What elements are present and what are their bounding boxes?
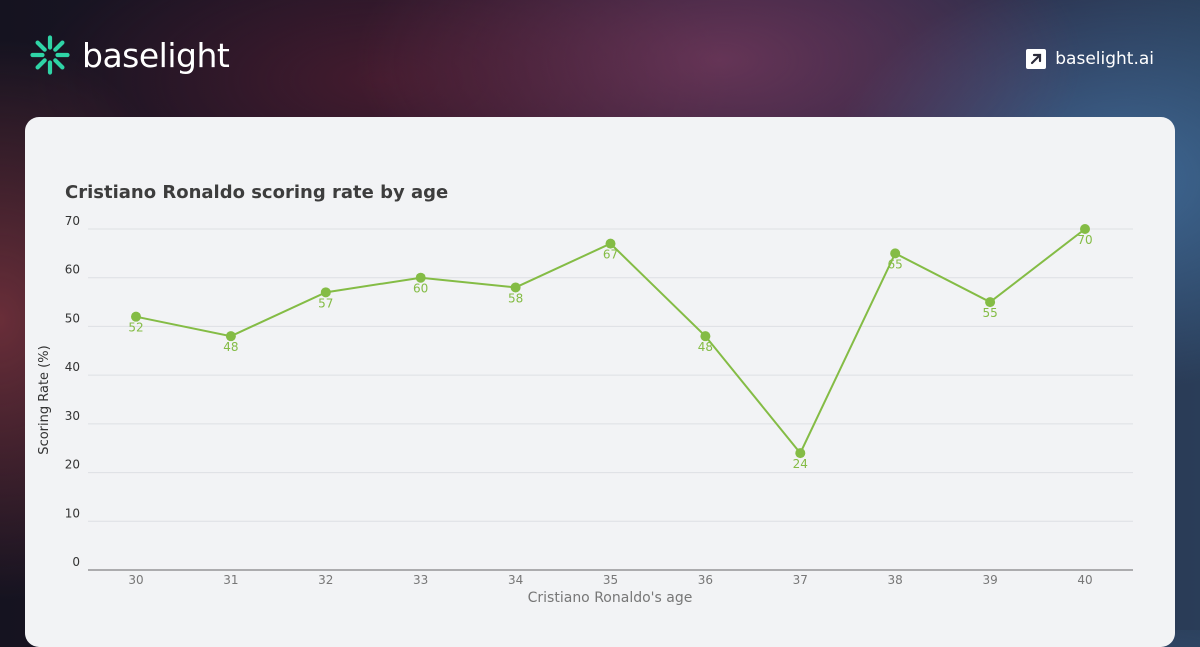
x-tick-label: 39	[982, 573, 997, 587]
data-label: 55	[982, 306, 997, 320]
x-tick-label: 38	[888, 573, 903, 587]
data-point	[605, 238, 616, 249]
x-tick-label: 32	[318, 573, 333, 587]
data-points	[131, 224, 1090, 459]
data-label: 24	[793, 457, 808, 471]
x-tick-label: 34	[508, 573, 523, 587]
y-tick-label: 20	[65, 458, 80, 472]
data-label: 57	[318, 296, 333, 310]
external-link-arrow-icon	[1026, 49, 1047, 69]
y-tick-label: 40	[65, 360, 80, 374]
x-tick-label: 36	[698, 573, 713, 587]
y-axis-ticks: 0 10 20 30 40 50 60 70	[65, 214, 80, 569]
gridlines	[88, 228, 1133, 522]
series-line	[135, 228, 1086, 455]
data-label: 67	[603, 248, 618, 262]
y-axis-label: Scoring Rate (%)	[37, 345, 52, 454]
y-tick-label: 60	[65, 263, 80, 277]
data-point	[415, 272, 426, 283]
x-tick-label: 40	[1077, 573, 1092, 587]
y-tick-label: 0	[72, 555, 80, 569]
data-label: 48	[698, 340, 713, 354]
data-labels: 52 48 57 60 58 67 48 24 65 55 70	[128, 233, 1092, 471]
data-label: 70	[1077, 233, 1092, 247]
x-tick-label: 33	[413, 573, 428, 587]
data-point	[510, 282, 521, 293]
y-tick-label: 10	[65, 506, 80, 520]
data-label: 58	[508, 291, 523, 305]
data-point	[131, 311, 141, 322]
data-label: 52	[128, 321, 143, 335]
x-tick-label: 35	[603, 573, 618, 587]
chart-title: Cristiano Ronaldo scoring rate by age	[65, 182, 448, 203]
data-point	[700, 331, 711, 342]
data-label: 65	[888, 257, 903, 271]
brand: baselight	[30, 34, 230, 76]
data-point	[1080, 224, 1090, 234]
y-tick-label: 30	[65, 409, 80, 423]
data-point	[985, 297, 996, 308]
data-label: 60	[413, 282, 428, 296]
x-tick-label: 31	[223, 573, 238, 587]
data-point	[320, 287, 331, 298]
y-tick-label: 50	[65, 311, 80, 325]
data-point	[225, 331, 236, 342]
data-point	[890, 248, 901, 259]
site-link-label: baselight.ai	[1055, 49, 1154, 69]
data-point	[795, 448, 806, 459]
x-axis-label: Cristiano Ronaldo's age	[528, 590, 693, 606]
line-chart: Cristiano Ronaldo scoring rate by age 0 1…	[37, 182, 1133, 606]
brand-name: baselight	[82, 35, 230, 75]
data-label: 48	[223, 340, 238, 354]
chart-card: Cristiano Ronaldo scoring rate by age 0 1…	[25, 117, 1175, 647]
x-tick-label: 30	[128, 573, 143, 587]
site-link[interactable]: baselight.ai	[1026, 48, 1154, 70]
x-axis-ticks: 30 31 32 33 34 35 36 37 38 39 40	[128, 573, 1092, 587]
x-tick-label: 37	[793, 573, 808, 587]
baselight-logo-icon	[30, 35, 70, 75]
y-tick-label: 70	[65, 214, 80, 228]
